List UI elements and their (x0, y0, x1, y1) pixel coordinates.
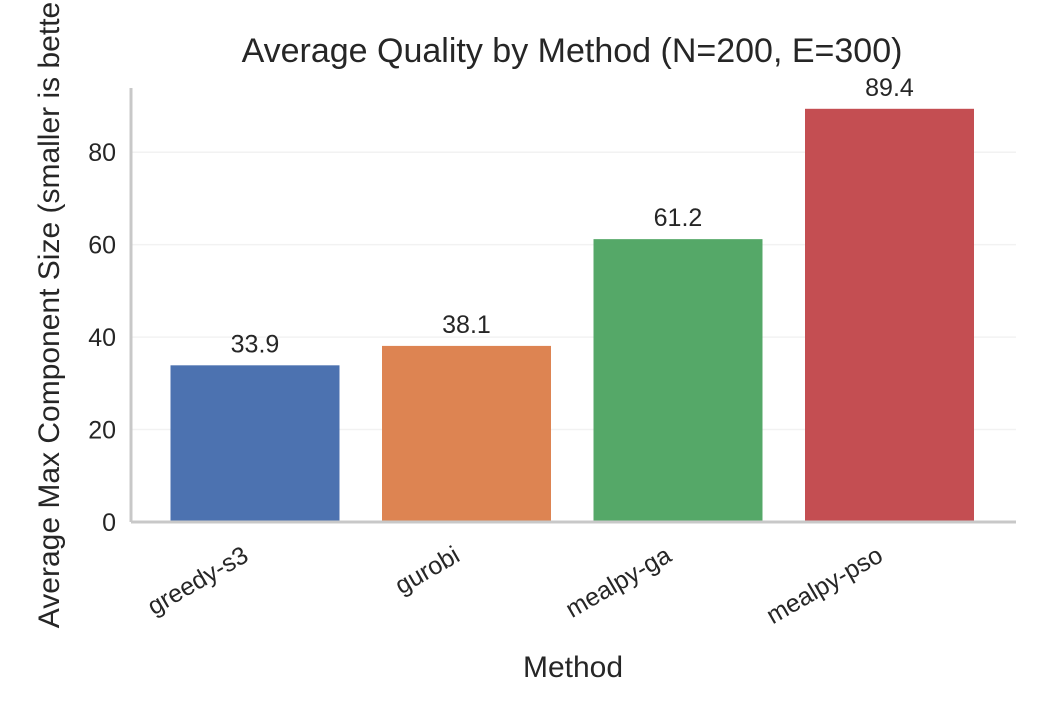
y-axis-ticks: 0 20 40 60 80 (88, 139, 116, 537)
chart-title: Average Quality by Method (N=200, E=300) (242, 32, 903, 70)
y-axis-label: Average Max Component Size (smaller is b… (33, 0, 66, 628)
bar-greedy-s3 (170, 365, 340, 522)
x-tick-label: gurobi (390, 541, 464, 600)
y-tick-label: 60 (88, 232, 116, 260)
bar-gurobi (382, 345, 551, 522)
y-tick-label: 80 (88, 139, 116, 167)
y-tick-label: 0 (102, 509, 116, 537)
bar-value-label: 89.4 (865, 74, 914, 102)
bar-value-labels: 33.9 38.1 61.2 89.4 (231, 74, 914, 359)
x-tick-label: mealpy-ga (561, 541, 676, 624)
bar-value-label: 61.2 (654, 204, 703, 232)
bars (170, 108, 974, 523)
x-tick-label: mealpy-pso (762, 541, 888, 630)
y-tick-label: 40 (88, 324, 116, 352)
bar-value-label: 38.1 (442, 311, 491, 339)
y-tick-label: 20 (88, 417, 116, 445)
x-axis-ticks: greedy-s3 gurobi mealpy-ga mealpy-pso (143, 541, 888, 630)
bar-mealpy-ga (593, 239, 763, 522)
bar-mealpy-pso (805, 108, 974, 523)
x-tick-label: greedy-s3 (143, 541, 253, 621)
x-axis-label: Method (523, 651, 623, 684)
bar-value-label: 33.9 (231, 330, 280, 358)
